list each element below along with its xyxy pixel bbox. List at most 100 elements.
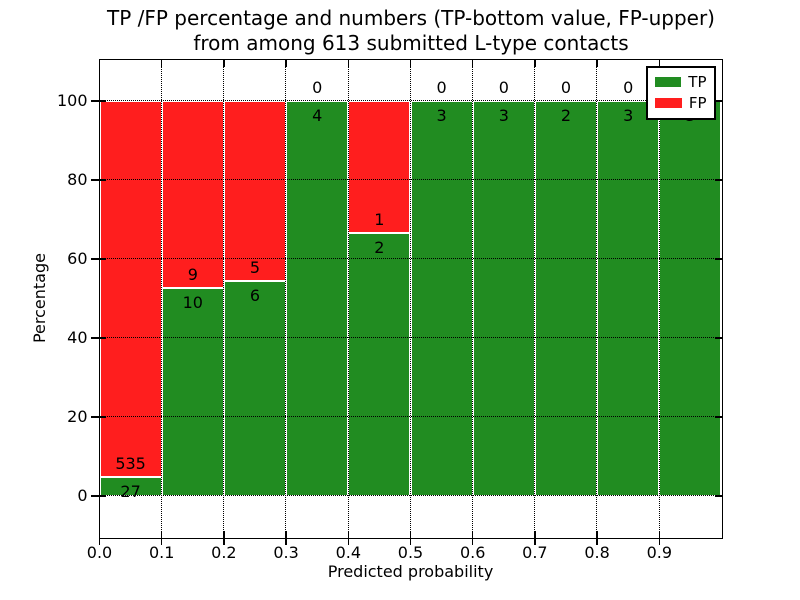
y-tick-mark	[91, 495, 106, 497]
y-tick-mark	[91, 258, 106, 260]
x-tick-mark-top	[471, 59, 474, 67]
v-gridline	[596, 59, 598, 538]
v-gridline	[160, 59, 162, 538]
v-gridline	[534, 59, 536, 538]
tp-count-label: 3	[623, 105, 634, 125]
y-tick-label: 40	[67, 328, 88, 347]
y-tick-label: 100	[56, 90, 88, 110]
fp-count-label: 0	[436, 77, 447, 97]
y-tick-mark-right	[714, 258, 722, 260]
y-tick-mark	[91, 416, 106, 418]
v-gridline	[471, 59, 473, 538]
x-tick-mark	[471, 530, 474, 545]
x-tick-label: 0.5	[397, 542, 424, 562]
v-gridline	[223, 59, 225, 538]
y-tick-mark	[91, 337, 106, 339]
x-tick-label: 0.2	[211, 542, 237, 562]
y-tick-mark	[91, 100, 106, 102]
y-tick-mark-right	[714, 179, 722, 181]
x-tick-mark-top	[98, 59, 101, 67]
x-tick-label: 0.9	[646, 542, 673, 562]
fp-count-label: 0	[560, 77, 572, 97]
fp-count-label: 1	[374, 209, 385, 229]
bar-segment-tp	[286, 100, 349, 496]
x-tick-mark	[534, 530, 536, 545]
v-gridline	[285, 59, 287, 538]
bar-segment-tp	[472, 100, 535, 496]
v-gridline	[347, 59, 349, 538]
x-tick-mark	[596, 530, 598, 545]
x-axis-label: Predicted probability	[327, 561, 494, 581]
y-tick-mark-right	[714, 495, 722, 497]
tp-legend-label: TP	[688, 72, 707, 91]
tp-count-label: 3	[436, 105, 447, 125]
fp-count-label: 535	[115, 454, 146, 474]
x-tick-mark-top	[160, 59, 163, 67]
bar-segment-tp	[534, 100, 598, 496]
x-tick-label: 0.0	[86, 542, 113, 562]
x-tick-label: 0.3	[273, 542, 299, 562]
v-gridline	[409, 59, 411, 538]
x-tick-mark	[285, 530, 287, 545]
x-tick-label: 0.4	[335, 542, 362, 562]
fp-count-label: 0	[498, 77, 509, 97]
x-tick-mark-top	[409, 59, 412, 67]
tp-count-label: 27	[120, 482, 141, 502]
y-tick-mark-right	[714, 337, 722, 339]
y-tick-label: 80	[67, 169, 88, 189]
bar-segment-fp	[161, 100, 224, 289]
y-tick-mark-right	[714, 100, 722, 102]
bar-segment-fp	[348, 100, 411, 233]
bar-segment-tp	[223, 280, 287, 496]
tp-count-label: 3	[498, 105, 509, 125]
x-tick-mark-top	[285, 59, 287, 67]
plot-area: Predicted probability TP FP 535 27 9 10 5 6 0 4…	[57, 58, 723, 581]
fp-count-label: 5	[249, 257, 261, 277]
x-tick-mark	[347, 530, 350, 545]
x-tick-mark-top	[596, 59, 598, 67]
bar-segment-tp	[161, 288, 224, 496]
x-tick-mark-top	[658, 59, 661, 67]
chart-title-line2: from among 613 submitted L-type contacts	[193, 31, 629, 55]
fp-legend-swatch	[654, 98, 682, 108]
bar-segment-tp	[597, 100, 660, 496]
x-tick-label: 0.6	[459, 542, 486, 562]
y-tick-label: 0	[77, 486, 88, 506]
tp-count-label: 2	[374, 237, 385, 257]
fp-legend-label: FP	[688, 93, 707, 112]
x-tick-mark-top	[347, 59, 350, 67]
x-tick-mark	[658, 530, 661, 545]
tp-count-label: 6	[249, 285, 261, 305]
chart-title-line1: TP /FP percentage and numbers (TP-bottom…	[107, 6, 715, 30]
fp-count-label: 9	[187, 265, 198, 285]
y-tick-label: 20	[67, 407, 88, 426]
tp-count-label: 4	[312, 105, 323, 125]
x-tick-mark	[160, 530, 163, 545]
y-tick-label: 60	[67, 248, 88, 268]
bar-segment-tp	[410, 100, 473, 496]
legend: TP FP	[645, 65, 716, 120]
x-tick-label: 0.7	[522, 542, 548, 562]
x-tick-mark	[409, 530, 412, 545]
x-tick-mark	[98, 530, 101, 545]
x-tick-mark	[223, 530, 225, 545]
y-tick-mark	[91, 179, 106, 181]
y-axis-label: Percentage	[30, 253, 49, 344]
chart-title: TP /FP percentage and numbers (TP-bottom…	[100, 6, 722, 56]
y-tick-mark-right	[714, 416, 722, 418]
legend-item-tp: TP	[648, 72, 714, 93]
bar-segment-fp	[99, 100, 162, 478]
tp-count-label: 10	[182, 293, 203, 313]
bar-segment-tp	[348, 232, 411, 497]
tp-legend-swatch	[654, 77, 682, 87]
fp-count-label: 0	[312, 77, 323, 97]
x-tick-mark-top	[534, 59, 536, 67]
x-tick-label: 0.1	[148, 542, 175, 562]
fp-count-label: 0	[623, 77, 634, 97]
x-tick-mark-top	[223, 59, 225, 67]
bar-segment-fp	[223, 100, 287, 281]
bar-segment-tp	[659, 100, 722, 496]
tp-count-label: 2	[560, 105, 572, 125]
x-tick-label: 0.8	[584, 542, 610, 562]
